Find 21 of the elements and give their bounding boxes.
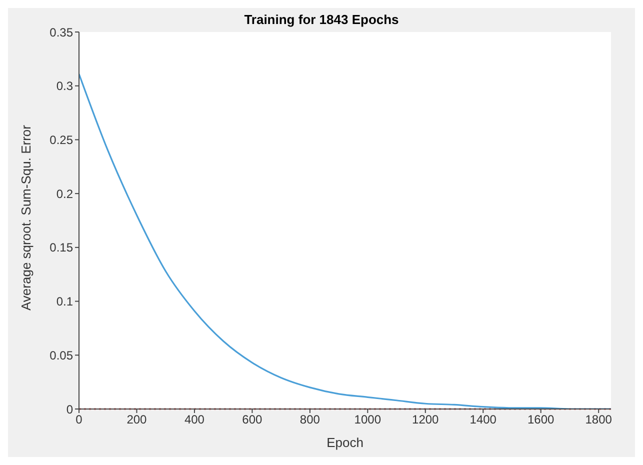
x-axis-title: Epoch — [326, 435, 364, 450]
y-tick-label: 0.2 — [56, 186, 74, 201]
x-tick-label: 1400 — [470, 412, 497, 427]
x-tick-label: 1200 — [412, 412, 440, 427]
x-tick-label: 1000 — [354, 412, 382, 427]
y-tick-label: 0.05 — [50, 348, 74, 362]
x-tick-label: 800 — [300, 412, 320, 427]
x-tick-label: 1600 — [528, 412, 555, 427]
y-tick-label: 0.1 — [56, 294, 74, 309]
chart-title: Training for 1843 Epochs — [243, 12, 400, 27]
x-tick-label: 200 — [126, 412, 148, 427]
y-axis-title: Average sqroot. Sum-Squ. Error — [18, 124, 34, 310]
y-tick-label: 0.25 — [50, 132, 74, 147]
y-tick-label: 0.15 — [50, 240, 74, 255]
x-tick-label: 400 — [184, 412, 205, 427]
y-tick-label: 0 — [66, 402, 74, 416]
x-tick-label: 600 — [242, 412, 263, 427]
x-tick-label: 0 — [76, 412, 83, 427]
y-tick-label: 0.35 — [50, 25, 74, 40]
y-tick-label: 0.3 — [56, 79, 74, 94]
x-tick-label: 1800 — [585, 412, 612, 427]
